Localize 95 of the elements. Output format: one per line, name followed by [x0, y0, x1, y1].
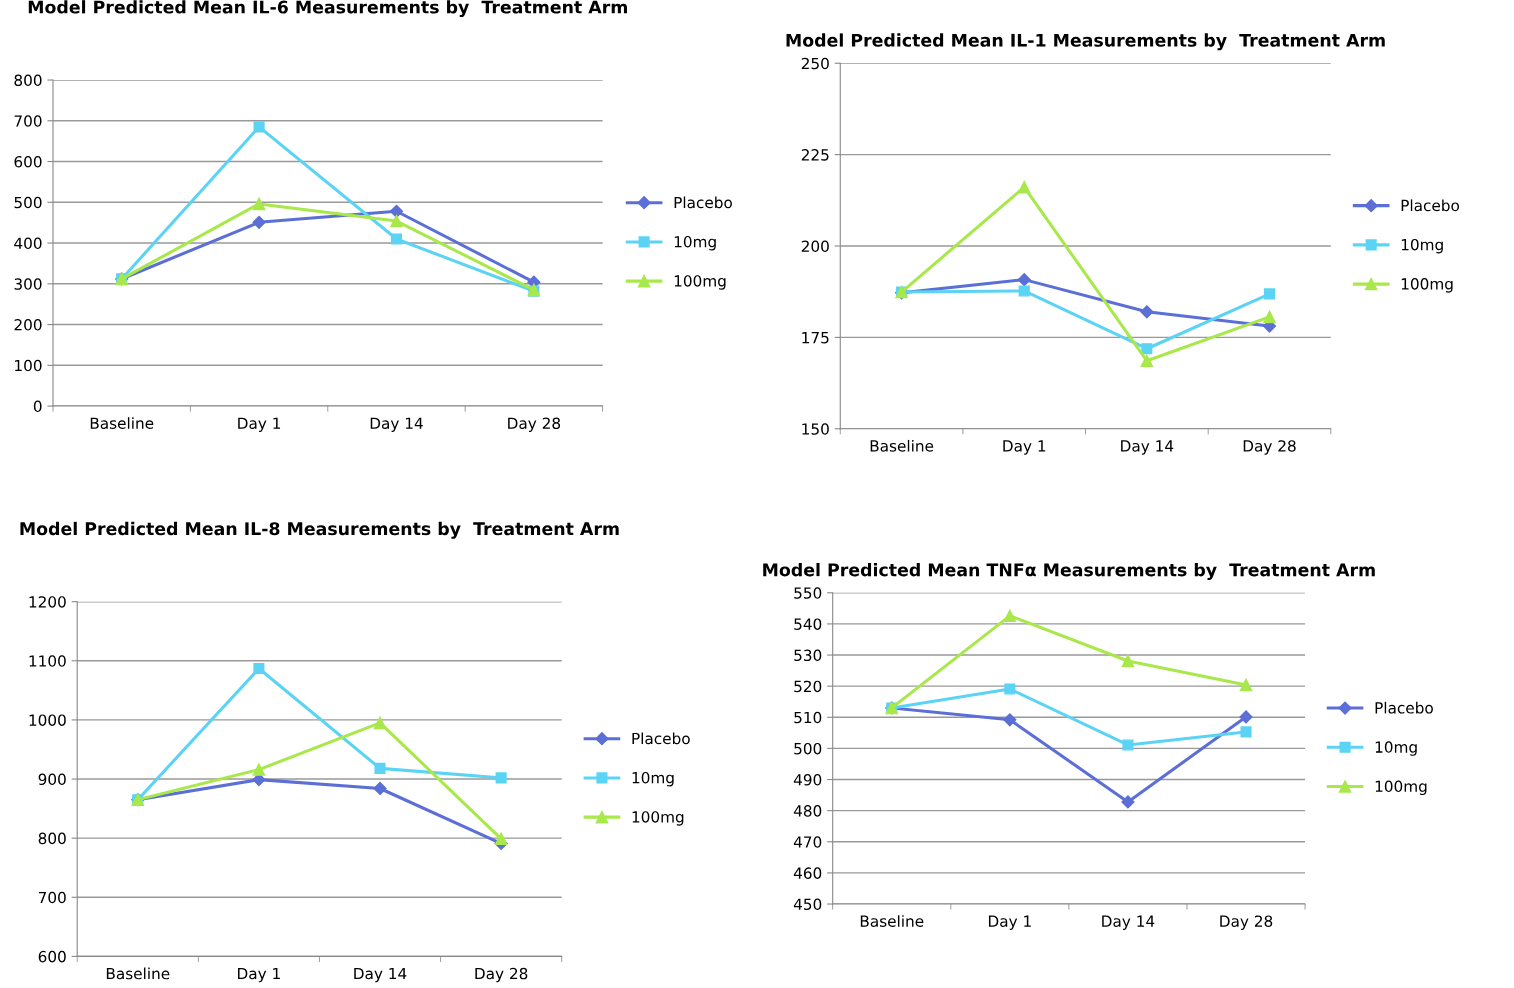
x-tick-label: Baseline	[106, 967, 170, 980]
legend-label: 100mg	[674, 275, 726, 290]
point	[1121, 654, 1135, 668]
y-tick-label: 1200	[29, 596, 66, 608]
x-tick-label: Day 1	[988, 915, 1031, 930]
point	[1140, 305, 1154, 319]
point	[1263, 310, 1276, 324]
point	[252, 197, 266, 211]
y-tick-label: 300	[14, 278, 42, 290]
y-tick-label: 460	[793, 867, 822, 879]
point	[1018, 285, 1030, 297]
x-tick-label: Day 1	[238, 967, 280, 983]
legend-label: Placebo	[674, 196, 732, 209]
legend-label: 10mg	[632, 771, 674, 787]
chart-title: Model Predicted Mean IL-1 Measurements by Treatment Arm	[786, 33, 1385, 51]
legend-label: Placebo	[632, 732, 690, 745]
y-tick-label: 0	[33, 400, 42, 413]
point	[1003, 609, 1017, 623]
y-tick-label: 200	[801, 240, 829, 253]
point	[1140, 354, 1154, 368]
point	[373, 716, 387, 730]
x-tick-label: Day 14	[1121, 440, 1174, 455]
point	[1017, 180, 1031, 194]
legend-label: 10mg	[1375, 741, 1417, 756]
point	[252, 215, 266, 229]
point	[1239, 710, 1253, 724]
y-tick-label: 900	[38, 773, 66, 786]
point	[252, 773, 266, 787]
y-tick-label: 100	[15, 359, 42, 372]
legend-label: 100mg	[1375, 780, 1427, 796]
legend-label: 100mg	[1401, 278, 1453, 293]
y-tick-label: 225	[801, 149, 829, 161]
x-tick-label: Baseline	[870, 439, 934, 452]
y-tick-label: 250	[801, 57, 829, 70]
point	[1240, 726, 1252, 738]
y-tick-label: 510	[794, 711, 822, 724]
point	[253, 662, 265, 675]
point	[1141, 343, 1153, 355]
y-tick-label: 200	[14, 319, 42, 331]
point	[1263, 288, 1276, 300]
y-tick-label: 175	[802, 332, 829, 344]
y-tick-label: 500	[794, 742, 822, 755]
legend-label: 100mg	[632, 811, 684, 826]
y-tick-label: 550	[794, 587, 822, 599]
y-tick-label: 400	[14, 237, 42, 250]
point	[252, 763, 266, 776]
y-tick-label: 800	[38, 832, 66, 845]
point	[373, 781, 387, 796]
point	[1239, 678, 1253, 692]
y-tick-label: 700	[14, 115, 42, 127]
chart-title: Model Predicted Mean TNFα Measurements by Treatment Arm	[763, 562, 1375, 580]
x-tick-label: Baseline	[90, 417, 154, 430]
y-tick-label: 600	[38, 950, 66, 963]
x-tick-label: Day 14	[354, 967, 407, 983]
x-tick-label: Day 28	[508, 417, 561, 432]
y-tick-label: 480	[793, 805, 822, 817]
x-tick-label: Day 14	[370, 417, 423, 432]
point	[1003, 713, 1017, 727]
y-tick-label: 800	[14, 74, 42, 87]
x-tick-label: Baseline	[860, 915, 924, 927]
x-tick-label: Day 1	[1003, 440, 1046, 455]
x-tick-label: Day 14	[1102, 915, 1155, 930]
y-tick-label: 530	[794, 649, 822, 662]
legend-label: 10mg	[674, 235, 716, 251]
x-tick-label: Day 1	[238, 417, 281, 432]
y-tick-label: 520	[794, 680, 822, 693]
x-tick-label: Day 28	[1220, 915, 1273, 930]
y-tick-label: 540	[794, 618, 822, 630]
y-tick-label: 150	[802, 423, 829, 435]
point	[1121, 795, 1135, 809]
x-tick-label: Day 28	[1243, 440, 1296, 455]
point	[390, 214, 403, 228]
point	[253, 121, 265, 133]
point	[1017, 273, 1031, 287]
point	[389, 204, 404, 218]
chart-title: Model Predicted Mean IL-6 Measurements by Treatment Arm	[28, 0, 627, 18]
y-tick-label: 490	[793, 774, 822, 786]
y-tick-label: 1000	[29, 714, 66, 726]
y-tick-label: 470	[793, 836, 822, 848]
y-tick-label: 1100	[29, 655, 66, 667]
point	[1004, 683, 1016, 695]
y-tick-label: 700	[38, 891, 66, 904]
legend-label: 10mg	[1401, 238, 1443, 254]
y-tick-label: 500	[14, 196, 42, 209]
point	[495, 772, 507, 784]
legend-label: Placebo	[1401, 199, 1460, 212]
point	[374, 762, 386, 774]
point	[390, 233, 403, 245]
y-tick-label: 600	[14, 156, 42, 168]
point	[1122, 739, 1134, 751]
y-tick-label: 450	[793, 898, 822, 911]
legend-label: Placebo	[1375, 701, 1433, 714]
chart-title: Model Predicted Mean IL-8 Measurements by Treatment Arm	[20, 521, 619, 539]
x-tick-label: Day 28	[475, 967, 528, 983]
point	[494, 832, 508, 845]
